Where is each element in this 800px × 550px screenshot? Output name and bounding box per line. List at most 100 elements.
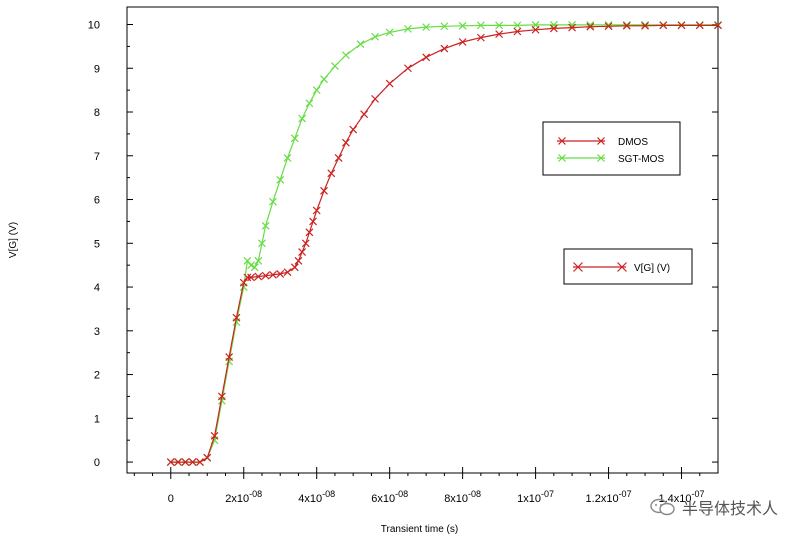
data-point-dmos xyxy=(239,278,248,287)
legend-marker xyxy=(573,262,583,272)
data-point-sgt-mos xyxy=(341,51,350,60)
data-point-dmos xyxy=(586,22,595,31)
data-point-dmos xyxy=(290,263,299,272)
data-point-dmos xyxy=(371,94,379,103)
y-tick-label: 9 xyxy=(94,63,100,75)
data-point-sgt-mos xyxy=(305,99,314,108)
legend-label: DMOS xyxy=(618,137,648,148)
data-point-dmos xyxy=(225,353,234,361)
data-point-dmos xyxy=(659,21,668,30)
data-point-dmos xyxy=(622,21,631,30)
data-point-dmos xyxy=(495,30,504,39)
data-point-sgt-mos xyxy=(247,261,255,270)
data-point-sgt-mos xyxy=(622,21,631,29)
data-point-sgt-mos xyxy=(604,21,613,29)
wechat-icon xyxy=(650,498,676,516)
data-point-sgt-mos xyxy=(269,197,277,206)
x-tick-label: 6x10-08 xyxy=(371,489,408,505)
legend-box xyxy=(542,121,681,176)
data-point-dmos xyxy=(568,23,576,32)
data-point-dmos xyxy=(604,22,613,31)
data-point-sgt-mos xyxy=(258,239,266,248)
data-point-dmos xyxy=(243,273,252,282)
data-point-dmos xyxy=(232,313,241,322)
data-point-dmos xyxy=(301,239,310,248)
legend-marker xyxy=(617,262,627,272)
data-point-dmos xyxy=(440,44,449,53)
watermark-text: 半导体技术人 xyxy=(681,499,778,518)
data-point-dmos xyxy=(403,64,412,73)
data-point-dmos xyxy=(458,38,467,46)
data-point-dmos xyxy=(269,270,277,279)
data-point-dmos xyxy=(181,458,190,466)
legend-marker xyxy=(558,137,566,145)
x-axis-label: Transient time (s) xyxy=(381,524,458,535)
y-axis-label: V[G] (V) xyxy=(8,222,19,258)
data-point-dmos xyxy=(247,273,255,282)
x-tick-label: 1.4x10-07 xyxy=(658,489,704,505)
data-point-dmos xyxy=(513,27,522,36)
data-point-sgt-mos xyxy=(250,263,259,272)
data-point-sgt-mos xyxy=(458,21,467,30)
x-tick-label: 1x10-07 xyxy=(517,489,554,505)
watermark: 半导体技术人 xyxy=(650,495,778,519)
data-point-dmos xyxy=(261,271,270,280)
data-point-dmos xyxy=(305,228,314,237)
data-point-sgt-mos xyxy=(549,21,558,29)
data-point-sgt-mos xyxy=(403,24,412,33)
data-point-sgt-mos xyxy=(290,134,299,143)
y-tick-label: 10 xyxy=(88,20,100,32)
y-tick-label: 6 xyxy=(94,195,100,207)
data-point-dmos xyxy=(174,458,182,466)
x-tick-label: 1.2x10-07 xyxy=(586,489,632,505)
x-tick-label: 0 xyxy=(168,493,174,505)
data-point-dmos xyxy=(312,206,321,215)
data-point-dmos xyxy=(283,268,292,277)
x-tick-label: 4x10-08 xyxy=(298,489,335,505)
legend-label: SGT-MOS xyxy=(618,154,664,165)
y-tick-label: 4 xyxy=(94,282,100,294)
y-tick-label: 5 xyxy=(94,238,100,250)
data-point-dmos xyxy=(276,269,285,278)
y-tick-label: 2 xyxy=(94,370,100,382)
y-tick-label: 7 xyxy=(94,151,100,163)
data-point-dmos xyxy=(210,431,219,440)
data-point-sgt-mos xyxy=(261,221,270,230)
data-point-dmos xyxy=(309,217,317,226)
x-tick-label: 8x10-08 xyxy=(444,489,481,505)
data-point-dmos xyxy=(531,25,540,34)
data-point-dmos xyxy=(677,21,686,30)
data-point-dmos xyxy=(203,453,212,462)
data-point-sgt-mos xyxy=(641,21,649,29)
data-point-sgt-mos xyxy=(254,256,263,265)
data-point-sgt-mos xyxy=(513,21,522,30)
data-point-dmos xyxy=(320,186,328,195)
y-tick-label: 0 xyxy=(94,457,100,469)
data-point-dmos xyxy=(166,458,175,466)
data-point-dmos xyxy=(349,125,358,134)
data-point-sgt-mos xyxy=(331,62,339,70)
data-point-sgt-mos xyxy=(320,75,328,84)
data-point-sgt-mos xyxy=(495,21,504,30)
data-point-dmos xyxy=(298,248,307,256)
data-point-dmos xyxy=(641,21,649,30)
data-point-dmos xyxy=(196,458,204,466)
y-tick-label: 1 xyxy=(94,413,100,425)
data-point-dmos xyxy=(476,33,485,42)
legend-marker xyxy=(597,154,605,162)
series-line-dmos xyxy=(170,24,718,463)
series-line-sgt-mos xyxy=(170,24,718,463)
data-point-dmos xyxy=(714,21,722,30)
data-point-dmos xyxy=(549,24,558,33)
data-point-sgt-mos xyxy=(371,32,379,41)
data-point-dmos xyxy=(360,110,369,119)
plot-frame xyxy=(126,6,719,474)
data-point-dmos xyxy=(422,53,431,62)
data-point-sgt-mos xyxy=(283,154,292,162)
data-point-sgt-mos xyxy=(422,23,431,32)
legend-marker xyxy=(558,154,566,162)
data-point-sgt-mos xyxy=(312,86,321,95)
data-point-sgt-mos xyxy=(356,40,365,49)
